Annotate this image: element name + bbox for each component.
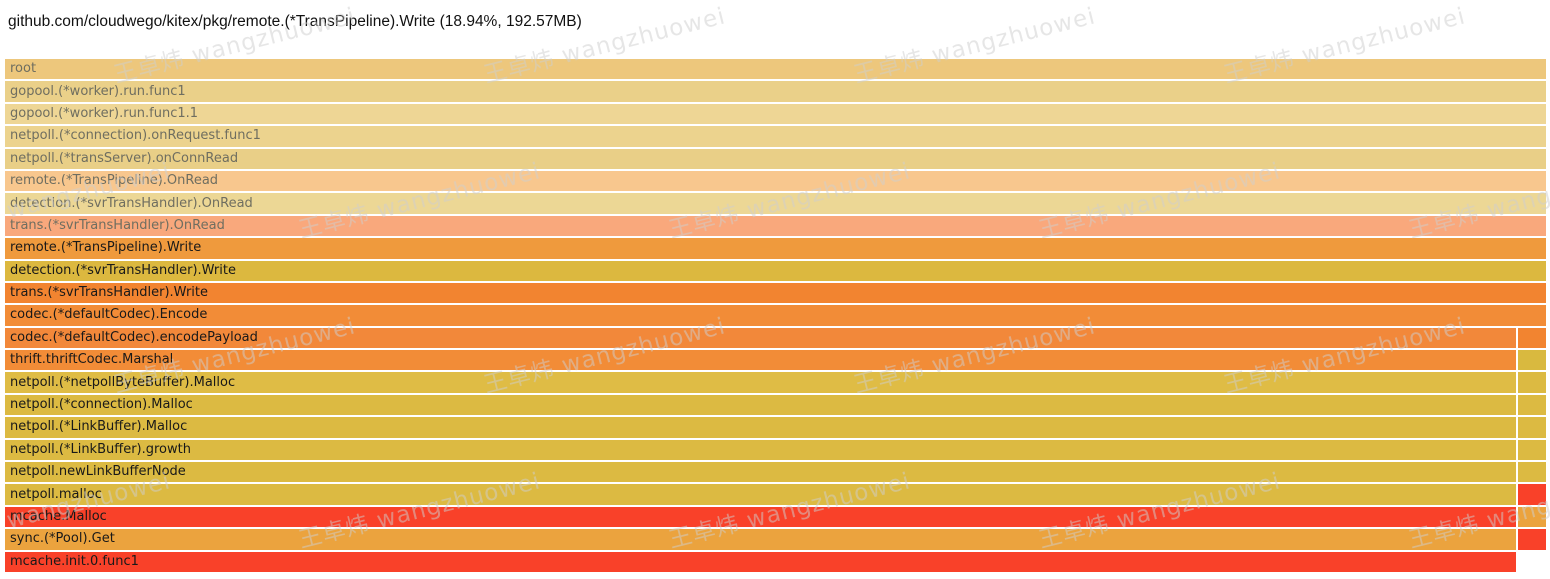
flame-row: root [5,59,1546,80]
flame-row: detection.(*svrTransHandler).Write [5,260,1546,281]
flame-frame[interactable]: codec.(*defaultCodec).Encode [5,305,1546,326]
flame-frame[interactable]: thrift.thriftCodec.Marshal [5,350,1516,371]
flame-frame[interactable]: sync.(*Pool).Get [5,529,1516,550]
flame-row: netpoll.(*connection).onRequest.func1 [5,126,1546,147]
flame-row: netpoll.(*LinkBuffer).growth [5,439,1546,461]
flame-frame-sibling[interactable] [1518,417,1546,438]
flame-frame[interactable]: netpoll.(*LinkBuffer).Malloc [5,417,1516,438]
flame-row: gopool.(*worker).run.func1.1 [5,103,1546,125]
flame-row: netpoll.(*LinkBuffer).Malloc [5,417,1546,438]
flame-frame-sibling[interactable] [1518,506,1546,528]
flame-frame-sibling[interactable] [1518,394,1546,416]
flame-row: netpoll.newLinkBufferNode [5,462,1546,483]
flamegraph: root gopool.(*worker).run.func1 gopool.(*w… [5,59,1546,572]
flame-frame[interactable]: mcache.Malloc [5,506,1516,528]
flame-frame[interactable]: root [5,59,1546,80]
flame-frame[interactable]: netpoll.malloc [5,484,1516,505]
flame-row: netpoll.(*netpollByteBuffer).Malloc [5,372,1546,393]
flame-frame[interactable]: remote.(*TransPipeline).OnRead [5,170,1546,192]
flame-frame-sibling[interactable] [1518,484,1546,505]
flame-frame[interactable]: remote.(*TransPipeline).Write [5,238,1546,259]
flame-row: codec.(*defaultCodec).encodePayload [5,327,1546,349]
flame-frame[interactable]: netpoll.(*LinkBuffer).growth [5,439,1516,461]
flame-frame-sibling[interactable] [1518,439,1546,461]
flame-row: remote.(*TransPipeline).Write [5,238,1546,259]
flame-row: mcache.Malloc [5,506,1546,528]
flame-frame[interactable]: mcache.init.0.func1 [5,551,1516,572]
flame-frame[interactable]: netpoll.(*connection).Malloc [5,394,1516,416]
flame-row: remote.(*TransPipeline).OnRead [5,170,1546,192]
flame-frame-sibling[interactable] [1518,462,1546,483]
flame-frame[interactable]: trans.(*svrTransHandler).Write [5,282,1546,304]
flame-frame[interactable]: netpoll.newLinkBufferNode [5,462,1516,483]
flame-row: trans.(*svrTransHandler).OnRead [5,215,1546,237]
flame-row: gopool.(*worker).run.func1 [5,81,1546,102]
flame-row: netpoll.(*connection).Malloc [5,394,1546,416]
flame-frame[interactable]: codec.(*defaultCodec).encodePayload [5,327,1516,349]
flame-frame-sibling[interactable] [1518,350,1546,371]
flame-frame-sibling[interactable] [1518,372,1546,393]
flame-row: netpoll.malloc [5,484,1546,505]
flame-frame-gap [1518,552,1546,572]
flame-row: trans.(*svrTransHandler).Write [5,282,1546,304]
flame-frame[interactable]: gopool.(*worker).run.func1 [5,81,1546,102]
flame-row: detection.(*svrTransHandler).OnRead [5,193,1546,214]
flame-row: netpoll.(*transServer).onConnRead [5,148,1546,169]
flame-frame[interactable]: gopool.(*worker).run.func1.1 [5,103,1546,125]
flame-frame-sibling[interactable] [1518,529,1546,550]
flame-frame-sibling[interactable] [1518,327,1546,349]
flame-row: sync.(*Pool).Get [5,529,1546,550]
flame-row: thrift.thriftCodec.Marshal [5,350,1546,371]
flame-frame[interactable]: detection.(*svrTransHandler).OnRead [5,193,1546,214]
flame-frame[interactable]: netpoll.(*connection).onRequest.func1 [5,126,1546,147]
selected-frame-title: github.com/cloudwego/kitex/pkg/remote.(*… [8,13,582,30]
flame-frame[interactable]: netpoll.(*netpollByteBuffer).Malloc [5,372,1516,393]
flame-frame[interactable]: trans.(*svrTransHandler).OnRead [5,215,1546,237]
flame-frame[interactable]: detection.(*svrTransHandler).Write [5,260,1546,281]
flame-row: mcache.init.0.func1 [5,551,1546,572]
flame-frame[interactable]: netpoll.(*transServer).onConnRead [5,148,1546,169]
flame-row: codec.(*defaultCodec).Encode [5,305,1546,326]
